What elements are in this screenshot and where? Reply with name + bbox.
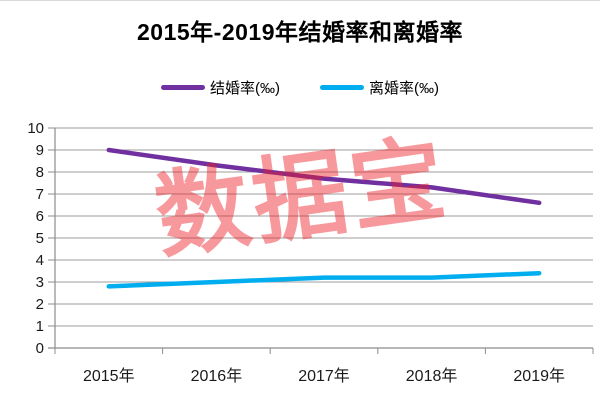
data-series	[106, 147, 542, 289]
x-tick-label: 2016年	[191, 367, 243, 385]
axes	[48, 127, 594, 354]
marriage-rate-line	[106, 147, 542, 206]
y-tick-label: 2	[36, 296, 44, 313]
x-tick-label: 2017年	[298, 367, 350, 385]
x-tick-label: 2015年	[83, 367, 135, 385]
marriage-rate-line-swatch	[161, 85, 205, 90]
gridlines	[55, 127, 593, 349]
y-tick-label: 4	[36, 252, 44, 269]
y-tick-label: 8	[36, 164, 44, 181]
legend-item-divorce-rate: 离婚率(‰)	[320, 77, 439, 98]
y-tick-label: 5	[36, 230, 44, 247]
y-tick-label: 3	[36, 274, 44, 291]
y-tick-label: 9	[36, 142, 44, 159]
y-tick-label: 6	[36, 208, 44, 225]
x-tick-label: 2019年	[513, 367, 565, 385]
divorce-rate-line	[106, 270, 542, 289]
y-tick-label: 10	[27, 120, 44, 137]
chart-title: 2015年-2019年结婚率和离婚率	[137, 19, 463, 45]
x-tick-label: 2018年	[406, 367, 458, 385]
axis-labels: 0 1 2 3 4 5 6 7 8 9 10 2015年 2016年 2017年 2018年 2019年	[27, 120, 565, 385]
y-tick-label: 0	[36, 340, 44, 357]
legend: 结婚率(‰) 离婚率(‰)	[0, 77, 600, 98]
legend-item-marriage-rate: 结婚率(‰)	[161, 77, 280, 98]
y-tick-label: 7	[36, 186, 44, 203]
y-tick-label: 1	[36, 318, 44, 335]
legend-label-divorce-rate: 离婚率(‰)	[369, 80, 439, 97]
legend-label-marriage-rate: 结婚率(‰)	[210, 80, 280, 97]
divorce-rate-line-swatch	[320, 85, 364, 90]
